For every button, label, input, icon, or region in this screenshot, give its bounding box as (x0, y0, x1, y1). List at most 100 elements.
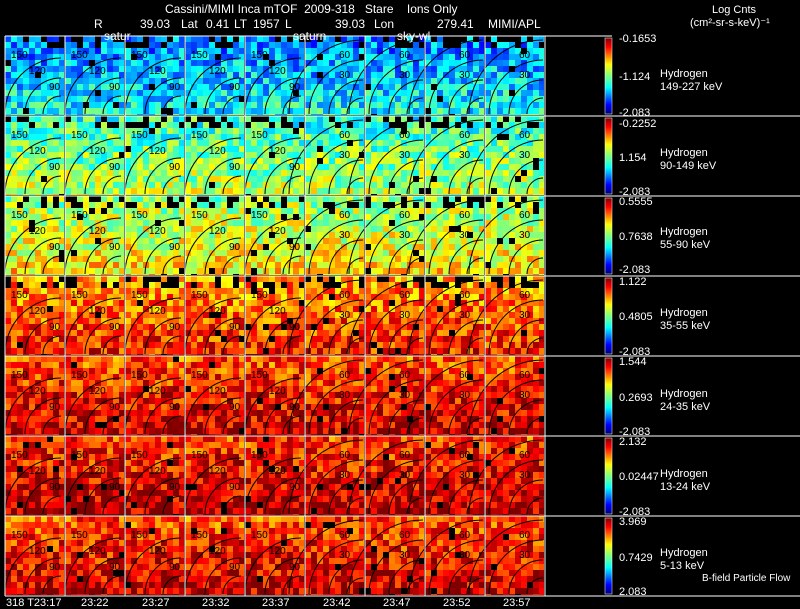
heatmap-cell (95, 128, 101, 134)
heatmap-cell (167, 348, 173, 354)
heatmap-cell (257, 342, 263, 348)
heatmap-cell (11, 66, 17, 72)
heatmap-cell (437, 48, 443, 54)
heatmap-cell (227, 108, 233, 114)
heatmap-cell (35, 392, 41, 398)
heatmap-cell (77, 404, 83, 410)
heatmap-cell (245, 146, 251, 152)
heatmap-cell (263, 202, 269, 208)
heatmap-cell (509, 208, 515, 214)
heatmap-cell (35, 250, 41, 256)
heatmap-cell (95, 116, 101, 122)
heatmap-cell (383, 318, 389, 324)
heatmap-cell (473, 108, 479, 114)
heatmap-cell (161, 208, 167, 214)
heatmap-cell (431, 182, 437, 188)
heatmap-cell (77, 176, 83, 182)
heatmap-cell (461, 72, 467, 78)
heatmap-cell (131, 188, 137, 194)
heatmap-cell (419, 196, 424, 202)
heatmap-cell (443, 60, 449, 66)
heatmap-cell (95, 66, 101, 72)
heatmap-cell (53, 140, 59, 146)
heatmap-cell (365, 250, 371, 256)
heatmap-cell (293, 354, 299, 355)
heatmap-cell (413, 66, 419, 72)
heatmap-cell (299, 336, 304, 342)
heatmap-cell (125, 356, 131, 362)
heatmap-cell (179, 128, 184, 134)
heatmap-cell (41, 356, 47, 362)
heatmap-cell (353, 208, 359, 214)
heatmap-cell (113, 158, 119, 164)
heatmap-cell (425, 72, 431, 78)
heatmap-cell (29, 214, 35, 220)
heatmap-cell (395, 188, 401, 194)
heatmap-cell (449, 116, 455, 122)
heatmap-cell (431, 90, 437, 96)
heatmap-cell (287, 54, 293, 60)
heatmap-cell (221, 102, 227, 108)
heatmap-cell (173, 294, 179, 300)
heatmap-cell (431, 232, 437, 238)
heatmap-cell (125, 36, 131, 42)
heatmap-cell (437, 194, 443, 195)
heatmap-cell (365, 146, 371, 152)
heatmap-cell (251, 256, 257, 262)
heatmap-cell (437, 182, 443, 188)
heatmap-cell (239, 66, 244, 72)
heatmap-panel (5, 116, 64, 195)
heatmap-cell (227, 96, 233, 102)
heatmap-cell (407, 348, 413, 354)
heatmap-cell (293, 84, 299, 90)
heatmap-cell (413, 108, 419, 114)
heatmap-cell (401, 330, 407, 336)
heatmap-cell (347, 274, 353, 275)
heatmap-cell (407, 276, 413, 282)
heatmap-cell (107, 336, 113, 342)
heatmap-cell (167, 268, 173, 274)
heatmap-cell (461, 134, 467, 140)
heatmap-cell (329, 102, 335, 108)
heatmap-cell (239, 232, 244, 238)
heatmap-cell (131, 342, 137, 348)
heatmap-cell (455, 318, 461, 324)
heatmap-cell (491, 262, 497, 268)
heatmap-cell (155, 256, 161, 262)
heatmap-cell (197, 134, 203, 140)
heatmap-cell (455, 84, 461, 90)
heatmap-cell (407, 194, 413, 195)
heatmap-cell (83, 146, 89, 152)
heatmap-cell (275, 176, 281, 182)
heatmap-cell (371, 84, 377, 90)
heatmap-cell (227, 116, 233, 122)
heatmap-cell (455, 202, 461, 208)
heatmap-cell (185, 238, 191, 244)
heatmap-cell (407, 312, 413, 318)
heatmap-cell (245, 60, 251, 66)
heatmap-cell (473, 268, 479, 274)
heatmap-cell (95, 362, 101, 368)
heatmap-cell (413, 116, 419, 122)
heatmap-cell (11, 434, 17, 435)
heatmap-cell (521, 54, 527, 60)
heatmap-cell (53, 226, 59, 232)
heatmap-cell (395, 108, 401, 114)
heatmap-cell (503, 140, 509, 146)
heatmap-cell (533, 54, 539, 60)
heatmap-cell (299, 250, 304, 256)
heatmap-cell (371, 336, 377, 342)
heatmap-cell (11, 196, 17, 202)
heatmap-cell (503, 238, 509, 244)
heatmap-cell (485, 214, 491, 220)
heatmap-cell (413, 48, 419, 54)
heatmap-cell (287, 300, 293, 306)
heatmap-cell (395, 146, 401, 152)
heatmap-cell (539, 176, 544, 182)
heatmap-cell (299, 306, 304, 312)
heatmap-cell (245, 336, 251, 342)
heatmap-cell (395, 294, 401, 300)
heatmap-cell (83, 282, 89, 288)
heatmap-cell (341, 90, 347, 96)
heatmap-cell (221, 256, 227, 262)
